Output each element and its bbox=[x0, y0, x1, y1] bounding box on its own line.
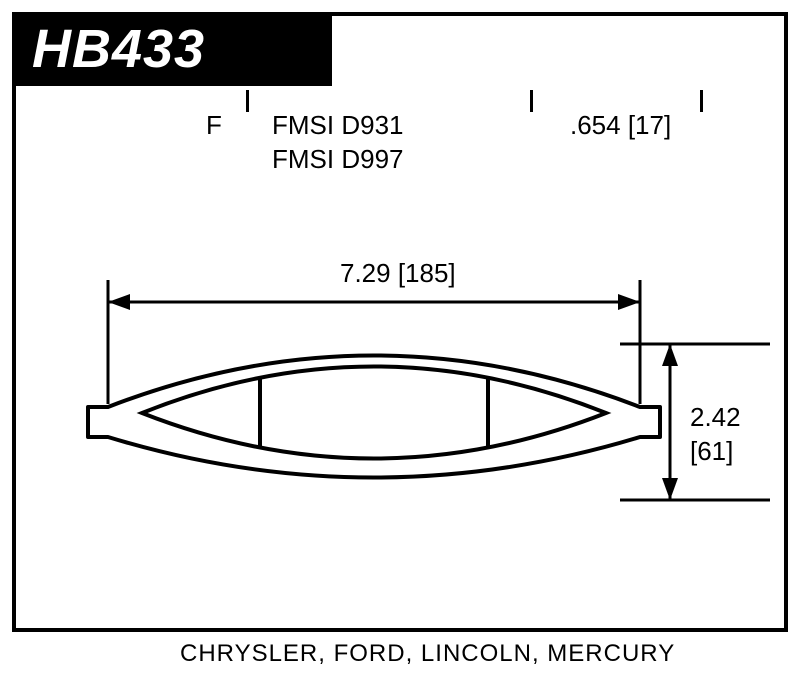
height-dim-label-in: 2.42 bbox=[690, 402, 741, 433]
vehicle-makes: CHRYSLER, FORD, LINCOLN, MERCURY bbox=[180, 640, 675, 668]
spec-sheet: HB433 F FMSI D931 FMSI D997 .654 [17] 7.… bbox=[0, 0, 800, 691]
fmsi-code-1: FMSI D931 bbox=[272, 110, 404, 141]
part-number: HB433 bbox=[32, 18, 205, 80]
fmsi-code-2: FMSI D997 bbox=[272, 144, 404, 175]
column-f-label: F bbox=[206, 110, 222, 141]
thickness-label: .654 [17] bbox=[570, 110, 671, 141]
header-tick bbox=[246, 90, 249, 112]
header-tick bbox=[700, 90, 703, 112]
header-tick bbox=[530, 90, 533, 112]
height-dim-label-mm: [61] bbox=[690, 436, 733, 467]
width-dim-label: 7.29 [185] bbox=[340, 258, 456, 289]
title-bar: HB433 bbox=[12, 12, 332, 86]
outer-frame bbox=[12, 12, 788, 632]
